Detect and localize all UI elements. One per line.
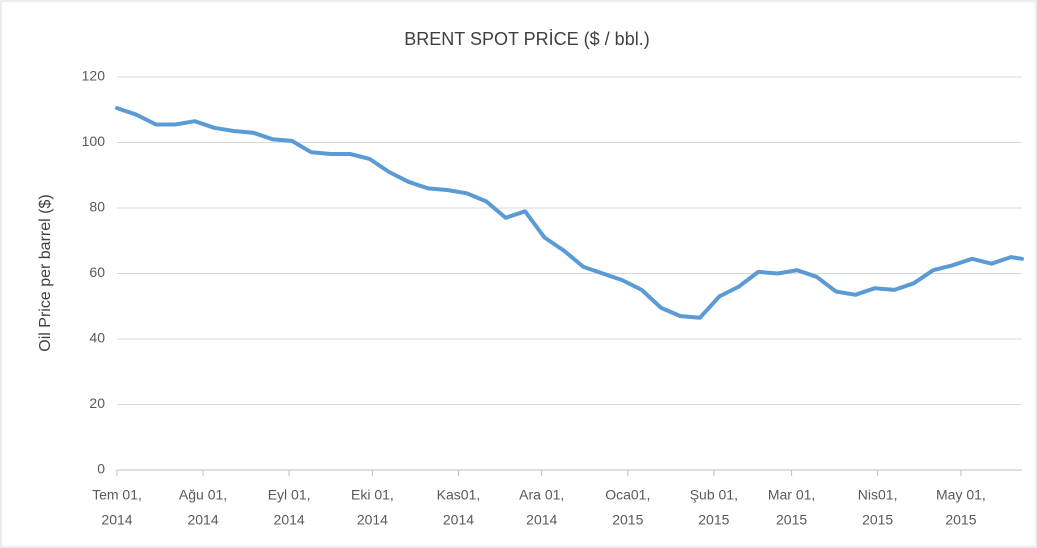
y-axis-label: Oil Price per barrel ($) <box>37 194 54 351</box>
x-tick-label: 2014 <box>101 512 132 528</box>
x-tick-label: 2014 <box>357 512 388 528</box>
y-tick-label: 0 <box>97 461 105 477</box>
data-line <box>115 106 1024 320</box>
y-tick-label: 120 <box>82 68 106 84</box>
x-tick-label: Ağu 01, <box>179 487 227 503</box>
x-tick-label: Oca01, <box>605 487 650 503</box>
y-tick-label: 20 <box>89 395 105 411</box>
y-tick-label: 100 <box>82 133 106 149</box>
x-tick-label: May 01, <box>936 487 986 503</box>
x-tick-label: Tem 01, <box>92 487 142 503</box>
x-tick-label: 2014 <box>526 512 557 528</box>
x-tick-label: Kas01, <box>437 487 481 503</box>
y-tick-label: 40 <box>89 330 105 346</box>
x-tick-label: 2015 <box>776 512 807 528</box>
x-tick-label: 2015 <box>612 512 643 528</box>
x-tick-label: 2014 <box>187 512 218 528</box>
y-tick-label: 80 <box>89 199 105 215</box>
x-tick-label: Mar 01, <box>768 487 815 503</box>
x-tick-label: Şub 01, <box>690 487 738 503</box>
y-tick-label: 60 <box>89 264 105 280</box>
x-tick-label: 2015 <box>862 512 893 528</box>
x-tick-label: Eyl 01, <box>268 487 311 503</box>
x-tick-label: Nis01, <box>858 487 898 503</box>
x-tick-label: 2014 <box>443 512 474 528</box>
x-tick-label: 2014 <box>274 512 305 528</box>
x-tick-label: Ara 01, <box>519 487 564 503</box>
x-tick-label: 2015 <box>945 512 976 528</box>
x-tick-label: Eki 01, <box>351 487 394 503</box>
x-tick-label: 2015 <box>698 512 729 528</box>
chart-title: BRENT SPOT PRİCE ($ / bbl.) <box>404 29 649 49</box>
